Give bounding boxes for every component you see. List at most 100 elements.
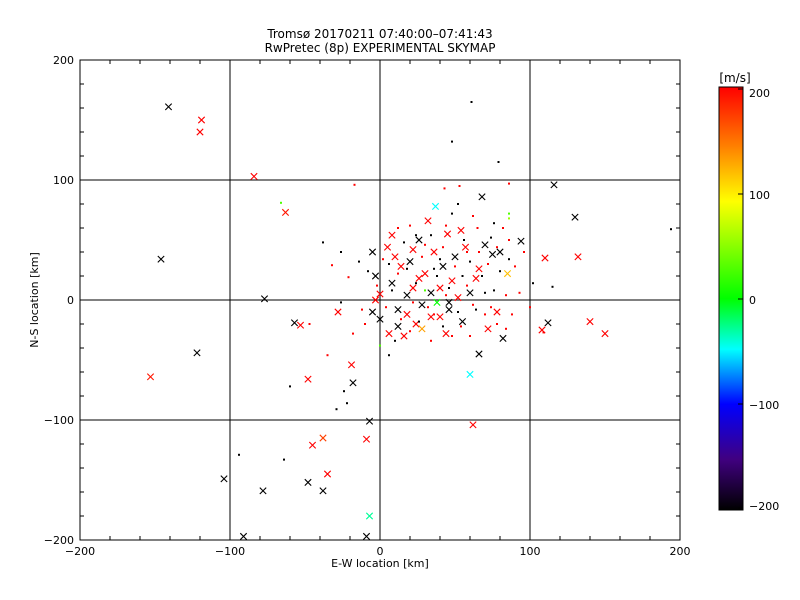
data-point-x xyxy=(424,217,432,225)
data-point-dot xyxy=(409,330,411,333)
data-point-dot xyxy=(490,236,492,239)
data-point-x xyxy=(368,308,377,316)
data-point-dot xyxy=(523,251,525,253)
data-point-dot xyxy=(493,289,495,292)
data-point-dot xyxy=(469,335,471,337)
data-point-dot xyxy=(409,224,411,227)
data-point-x xyxy=(308,441,317,449)
data-point-x xyxy=(427,289,435,297)
data-point-dot xyxy=(415,282,417,285)
data-point-dot xyxy=(470,101,473,103)
data-point-x xyxy=(349,379,357,387)
data-point-x xyxy=(197,116,206,124)
data-point-x xyxy=(445,306,453,314)
y-tick-label: −200 xyxy=(44,534,74,547)
data-point-x xyxy=(376,290,384,298)
data-point-dot xyxy=(367,270,369,273)
data-point-x xyxy=(319,434,327,442)
data-point-x xyxy=(259,487,267,495)
data-point-x xyxy=(403,310,411,318)
data-point-dot xyxy=(484,313,486,316)
data-point-dot xyxy=(499,270,501,273)
x-tick-label: 200 xyxy=(670,545,691,558)
data-point-dot xyxy=(397,227,399,229)
data-point-x xyxy=(260,295,269,303)
data-point-x xyxy=(436,284,444,292)
data-point-x xyxy=(220,475,228,483)
data-point-dot xyxy=(376,284,378,287)
data-point-dot xyxy=(466,251,468,253)
data-point-dot xyxy=(463,239,465,241)
data-point-dot xyxy=(326,354,329,357)
y-axis-label: N-S location [km] xyxy=(28,252,41,348)
data-point-dot xyxy=(505,294,507,297)
data-point-x xyxy=(421,270,429,278)
colorbar-tick-label: 100 xyxy=(749,189,770,202)
data-point-dot xyxy=(448,287,450,289)
data-point-dot xyxy=(391,289,393,292)
data-point-x xyxy=(400,332,408,340)
data-point-dot xyxy=(451,335,453,337)
data-point-x xyxy=(418,325,426,333)
data-point-x xyxy=(157,255,165,263)
data-point-x xyxy=(394,306,402,314)
data-marks xyxy=(146,101,672,540)
data-point-x xyxy=(601,330,609,338)
data-point-dot xyxy=(238,453,240,456)
data-point-dot xyxy=(497,161,500,163)
data-point-dot xyxy=(476,227,479,229)
data-point-x xyxy=(493,308,501,316)
data-point-dot xyxy=(511,313,513,316)
data-point-x xyxy=(499,334,507,342)
data-point-dot xyxy=(361,308,363,311)
data-point-dot xyxy=(670,228,672,231)
data-point-dot xyxy=(472,215,474,217)
colorbar-ticks xyxy=(738,88,743,509)
x-tick-label: −200 xyxy=(65,545,95,558)
data-point-x xyxy=(574,253,582,261)
data-point-dot xyxy=(430,339,432,342)
y-tick-label: 200 xyxy=(53,54,74,67)
data-point-x xyxy=(586,318,594,326)
data-point-dot xyxy=(551,285,554,288)
data-point-dot xyxy=(487,263,489,265)
data-point-x xyxy=(541,254,549,262)
data-point-x xyxy=(304,478,312,486)
data-point-x xyxy=(296,321,305,329)
data-point-x xyxy=(415,236,423,244)
data-point-x xyxy=(430,248,438,256)
data-point-x xyxy=(478,193,486,201)
data-point-dot xyxy=(433,267,435,270)
data-point-x xyxy=(347,361,356,369)
colorbar-tick-label: −200 xyxy=(749,500,779,513)
data-point-x xyxy=(415,274,423,282)
data-point-dot xyxy=(418,320,420,323)
data-point-x xyxy=(146,373,155,381)
data-point-dot xyxy=(481,275,483,277)
data-point-dot xyxy=(457,203,459,205)
data-point-dot xyxy=(490,306,492,309)
data-point-dot xyxy=(518,291,521,294)
data-point-x xyxy=(436,313,444,321)
data-point-x xyxy=(394,322,402,330)
data-point-x xyxy=(442,330,450,338)
data-point-dot xyxy=(308,323,311,325)
data-point-x xyxy=(544,319,552,327)
data-point-x xyxy=(193,349,201,357)
data-point-dot xyxy=(442,246,444,249)
data-point-x xyxy=(517,237,525,245)
data-point-dot xyxy=(442,325,444,328)
data-point-dot xyxy=(385,306,387,309)
data-point-x xyxy=(433,298,441,306)
data-point-dot xyxy=(421,255,423,258)
data-point-x xyxy=(290,319,299,327)
data-point-x xyxy=(281,208,290,216)
data-point-x xyxy=(550,181,558,189)
data-point-dot xyxy=(352,332,354,335)
data-point-dot xyxy=(335,408,338,411)
data-point-x xyxy=(368,248,377,256)
data-point-x xyxy=(431,202,440,210)
data-point-dot xyxy=(331,264,333,267)
data-point-dot xyxy=(424,243,426,246)
